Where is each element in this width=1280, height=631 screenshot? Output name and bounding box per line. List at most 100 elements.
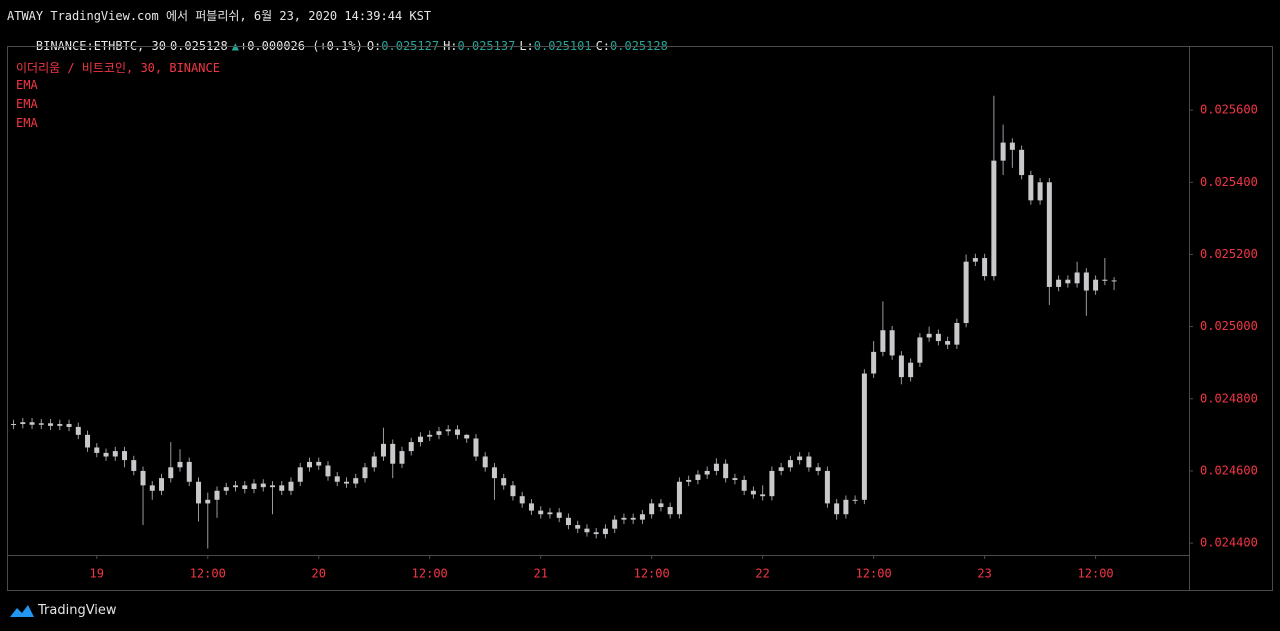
candle-body bbox=[824, 470, 830, 504]
candle-body bbox=[122, 451, 128, 461]
candle-body bbox=[898, 355, 904, 378]
candle-body bbox=[1093, 279, 1099, 291]
candle-body bbox=[454, 429, 460, 435]
candle-body bbox=[149, 485, 155, 491]
x-tick-label: 21 bbox=[533, 567, 547, 581]
candle-body bbox=[686, 479, 692, 482]
y-tick-label: 0.025600 bbox=[1200, 103, 1258, 117]
logo-icon bbox=[10, 605, 34, 617]
candle-body bbox=[704, 470, 710, 475]
x-tick-label: 12:00 bbox=[190, 567, 226, 581]
candle-body bbox=[621, 517, 627, 520]
chart-frame bbox=[7, 46, 1273, 591]
candle-body bbox=[177, 461, 183, 468]
candle-body bbox=[491, 467, 497, 479]
candle-body bbox=[769, 470, 775, 497]
candle-body bbox=[1056, 279, 1062, 287]
candle-body bbox=[482, 456, 488, 468]
candle-body bbox=[880, 330, 886, 352]
candle-body bbox=[1037, 182, 1043, 201]
candle-body bbox=[861, 373, 867, 500]
candle-body bbox=[565, 517, 571, 526]
candle-body bbox=[889, 330, 895, 356]
candle-body bbox=[1009, 142, 1015, 150]
candle-body bbox=[630, 517, 636, 520]
candle-body bbox=[834, 503, 840, 515]
candle-body bbox=[1065, 279, 1071, 284]
candle-body bbox=[982, 258, 988, 277]
x-tick-label: 12:00 bbox=[1078, 567, 1114, 581]
candle-body bbox=[57, 424, 63, 426]
candle-body bbox=[658, 503, 664, 508]
candle-body bbox=[954, 323, 960, 345]
candle-body bbox=[48, 423, 54, 426]
candle-body bbox=[112, 451, 118, 457]
candle-body bbox=[787, 460, 793, 468]
candle-body bbox=[852, 499, 858, 501]
legend-ema: EMA bbox=[16, 116, 38, 130]
x-tick-label: 20 bbox=[312, 567, 326, 581]
x-tick-label: 12:00 bbox=[412, 567, 448, 581]
candle-body bbox=[815, 467, 821, 471]
footer: TradingView bbox=[8, 601, 117, 619]
candle-body bbox=[103, 452, 109, 457]
candle-body bbox=[464, 434, 470, 439]
candle-body bbox=[1111, 280, 1117, 282]
x-tick-label: 12:00 bbox=[634, 567, 670, 581]
candle-body bbox=[390, 443, 396, 464]
x-tick-label: 12:00 bbox=[856, 567, 892, 581]
candle-body bbox=[991, 160, 997, 277]
candle-body bbox=[1102, 279, 1108, 281]
candle-body bbox=[528, 503, 534, 511]
candle-body bbox=[972, 258, 978, 262]
y-tick-label: 0.025400 bbox=[1200, 175, 1258, 189]
candle-body bbox=[797, 456, 803, 461]
x-tick-label: 23 bbox=[977, 567, 991, 581]
candle-body bbox=[871, 351, 877, 374]
candle-body bbox=[214, 490, 220, 500]
candle-body bbox=[667, 507, 673, 515]
candle-body bbox=[399, 451, 405, 464]
candle-body bbox=[131, 460, 137, 471]
candle-body bbox=[1074, 272, 1080, 284]
candle-body bbox=[649, 503, 655, 515]
candle-body bbox=[547, 512, 553, 515]
candle-body bbox=[85, 434, 91, 448]
candle-body bbox=[66, 424, 72, 427]
y-tick-label: 0.024600 bbox=[1200, 463, 1258, 477]
candle-body bbox=[713, 463, 719, 471]
candle-body bbox=[676, 481, 682, 515]
candle-body bbox=[260, 483, 266, 488]
candle-body bbox=[325, 465, 331, 477]
candle-body bbox=[159, 478, 165, 491]
x-tick-label: 19 bbox=[90, 567, 104, 581]
candle-body bbox=[288, 481, 294, 491]
candle-body bbox=[269, 485, 275, 488]
candle-body bbox=[362, 467, 368, 479]
candle-body bbox=[196, 481, 202, 504]
candle-body bbox=[741, 479, 747, 491]
candle-body bbox=[584, 528, 590, 533]
brand: TradingView bbox=[38, 602, 117, 618]
candle-body bbox=[1028, 175, 1034, 201]
candle-body bbox=[760, 494, 766, 497]
candle-body bbox=[695, 474, 701, 480]
candle-body bbox=[750, 490, 756, 495]
candle-body bbox=[297, 467, 303, 482]
candle-body bbox=[233, 485, 239, 488]
candle-body bbox=[242, 485, 248, 489]
legend-ema: EMA bbox=[16, 97, 38, 111]
legend-ema: EMA bbox=[16, 78, 38, 92]
candle-body bbox=[908, 362, 914, 378]
candle-body bbox=[94, 447, 100, 453]
x-tick-label: 22 bbox=[755, 567, 769, 581]
candle-body bbox=[343, 481, 349, 484]
candle-body bbox=[380, 443, 386, 457]
candle-body bbox=[806, 456, 812, 468]
candle-body bbox=[538, 510, 544, 515]
candle-body bbox=[306, 461, 312, 468]
legend-symbol: 이더리움 / 비트코인, 30, BINANCE bbox=[16, 61, 220, 75]
candle-body bbox=[945, 341, 951, 345]
candle-body bbox=[935, 333, 941, 342]
